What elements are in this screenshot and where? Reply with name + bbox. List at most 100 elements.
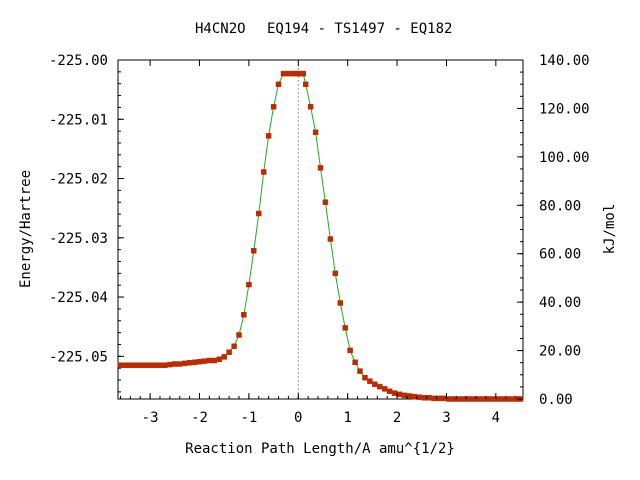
- data-point: [172, 361, 178, 367]
- data-point: [460, 396, 467, 402]
- x-axis-label: Reaction Path Length/A amu^{1/2}: [185, 441, 455, 457]
- data-point: [347, 347, 353, 354]
- y-right-tick-label: 20.00: [539, 344, 581, 360]
- data-point: [495, 396, 502, 402]
- data-point: [285, 70, 292, 77]
- data-point: [485, 396, 492, 402]
- series-markers: [117, 70, 524, 402]
- y-right-tick-label: 120.00: [539, 101, 590, 117]
- data-point: [357, 368, 363, 374]
- data-point: [372, 381, 378, 387]
- data-point: [251, 248, 257, 254]
- x-tick-label: 2: [393, 410, 401, 426]
- y-left-tick-label: -225.00: [49, 53, 108, 69]
- data-point: [211, 357, 218, 364]
- data-point: [490, 396, 497, 402]
- y-axis-right-label: kJ/mol: [602, 204, 618, 255]
- x-tick-label: 3: [442, 410, 450, 426]
- y-axis-right-ticks: 0.00 20.00 40.00 60.00 80.00 100.00 120.00 140.…: [517, 53, 590, 408]
- data-point: [191, 359, 198, 366]
- title-path: EQ194 - TS1497 - EQ182: [267, 21, 452, 37]
- data-point: [236, 332, 242, 338]
- data-point: [241, 312, 247, 318]
- data-point: [127, 362, 134, 368]
- data-point: [256, 210, 262, 217]
- data-point: [426, 395, 432, 401]
- data-point: [386, 388, 393, 395]
- data-point: [302, 81, 309, 88]
- data-point: [436, 395, 442, 402]
- data-point: [270, 104, 277, 110]
- data-point: [246, 281, 252, 288]
- data-point: [312, 129, 319, 136]
- data-point: [431, 395, 437, 402]
- data-point: [327, 236, 334, 242]
- plot-frame: [117, 59, 524, 400]
- data-point: [137, 362, 143, 368]
- y-right-tick-label: 100.00: [539, 150, 590, 166]
- data-point: [337, 300, 344, 306]
- data-point: [122, 362, 129, 368]
- data-point: [196, 358, 203, 365]
- data-point: [377, 383, 383, 390]
- plot-border: [117, 59, 524, 400]
- data-point: [132, 362, 139, 368]
- data-point: [265, 133, 272, 139]
- data-point: [500, 396, 506, 402]
- data-point: [451, 396, 457, 402]
- x-tick-label: -1: [240, 410, 257, 426]
- data-point: [441, 395, 447, 402]
- data-point: [470, 396, 477, 402]
- data-point: [505, 396, 511, 402]
- data-point: [147, 362, 153, 368]
- energy-curve: [120, 73, 521, 400]
- data-point: [391, 390, 398, 396]
- data-point: [406, 393, 413, 399]
- data-point: [201, 358, 208, 364]
- data-point: [157, 362, 163, 368]
- title-molecule: H4CN2O: [195, 21, 246, 37]
- data-point: [322, 199, 329, 205]
- y-right-tick-label: 0.00: [539, 392, 573, 408]
- data-point: [152, 362, 158, 368]
- data-point: [216, 356, 223, 363]
- data-point: [275, 81, 282, 88]
- y-right-tick-label: 80.00: [539, 198, 581, 214]
- data-point: [167, 361, 173, 368]
- x-tick-label: 4: [492, 410, 500, 426]
- data-point: [352, 359, 358, 366]
- data-point: [221, 354, 227, 360]
- data-point: [260, 169, 267, 175]
- data-point: [446, 396, 452, 402]
- x-tick-label: 1: [343, 410, 351, 426]
- data-point: [226, 349, 232, 355]
- y-left-tick-label: -225.03: [49, 231, 108, 247]
- data-point: [480, 396, 487, 402]
- data-point: [231, 343, 237, 350]
- data-point: [176, 361, 183, 367]
- data-point: [206, 357, 213, 364]
- y-axis-left-label: Energy/Hartree: [18, 170, 34, 288]
- y-axis-left-ticks: -225.00 -225.01 -225.02 -225.03 -225.04 -225.…: [49, 53, 124, 393]
- x-tick-label: -2: [191, 410, 208, 426]
- data-point: [465, 396, 472, 402]
- data-point: [362, 374, 368, 381]
- data-point: [411, 393, 418, 400]
- data-point: [416, 394, 423, 400]
- data-point: [332, 270, 339, 277]
- chart-title: H4CN2O EQ194 - TS1497 - EQ182: [195, 21, 452, 37]
- y-right-tick-label: 140.00: [539, 53, 590, 69]
- data-point: [307, 104, 314, 110]
- data-point: [401, 392, 408, 399]
- data-point: [475, 396, 482, 402]
- data-point: [162, 362, 168, 368]
- data-point: [456, 396, 462, 402]
- data-point: [421, 395, 427, 401]
- data-point: [510, 396, 516, 402]
- y-left-tick-label: -225.02: [49, 172, 108, 188]
- x-axis-ticks: -3 -2 -1 0 1 2 3 4: [119, 60, 517, 426]
- data-point: [381, 386, 388, 392]
- y-right-tick-label: 40.00: [539, 295, 581, 311]
- x-tick-label: 0: [294, 410, 302, 426]
